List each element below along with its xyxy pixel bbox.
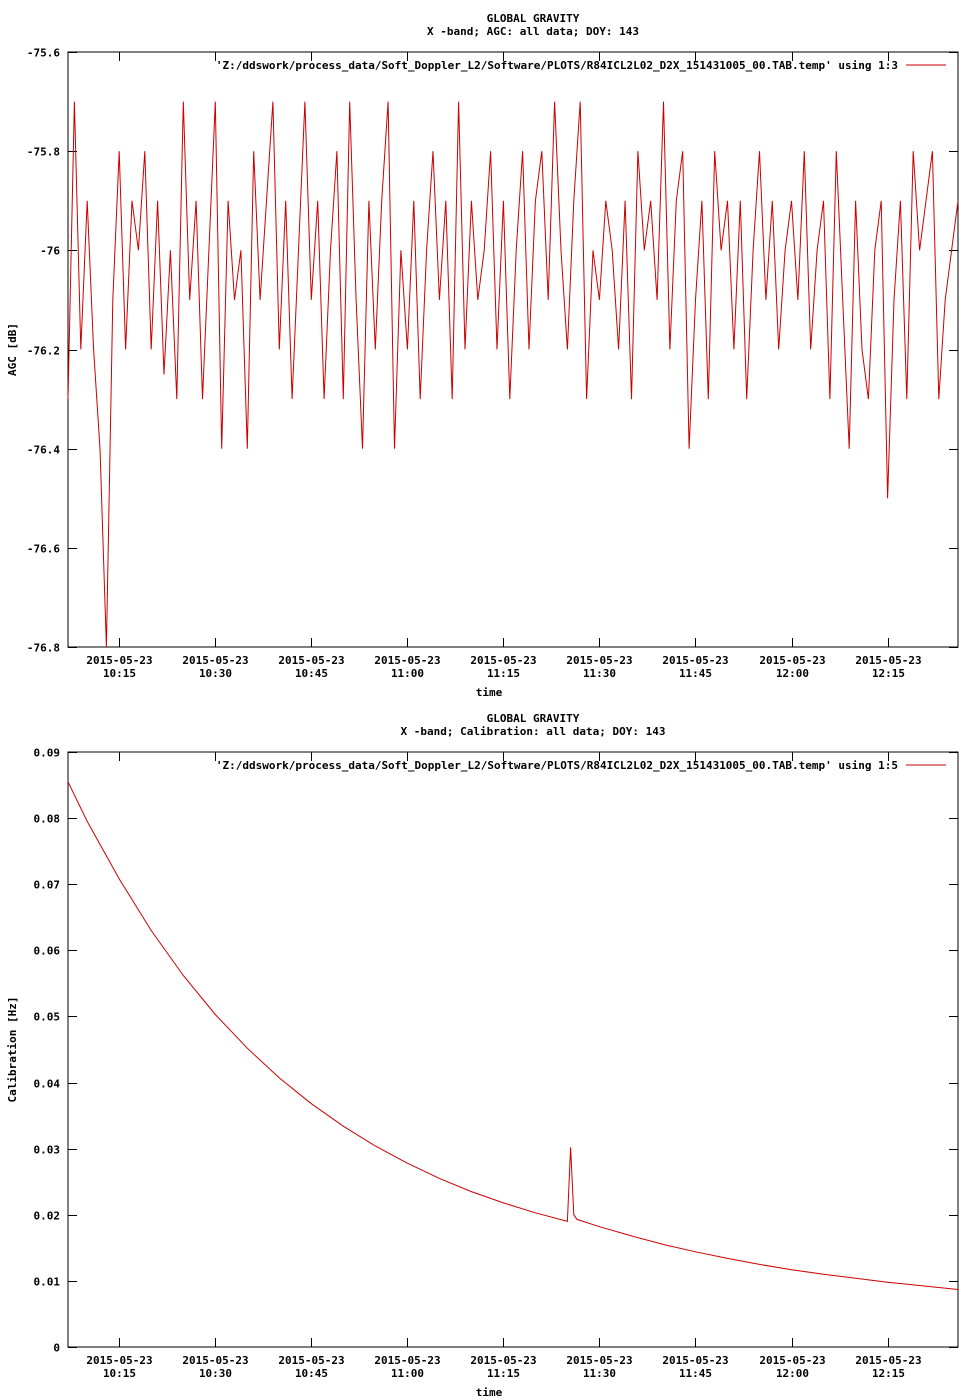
x-tick-time: 11:30 (583, 1367, 616, 1380)
x-axis-label: time (476, 1386, 503, 1399)
x-tick-date: 2015-05-23 (182, 1354, 248, 1367)
x-tick-date: 2015-05-23 (566, 1354, 632, 1367)
x-tick-date: 2015-05-23 (86, 654, 152, 667)
plot-frame (67, 51, 959, 648)
y-tick-label: 0.02 (34, 1210, 61, 1223)
series-line (67, 101, 959, 648)
x-tick-time: 11:45 (679, 667, 712, 680)
chart-subtitle: X -band; AGC: all data; DOY: 143 (427, 25, 639, 38)
x-tick-date: 2015-05-23 (182, 654, 248, 667)
y-tick-label: 0.03 (34, 1144, 61, 1157)
x-tick-date: 2015-05-23 (566, 654, 632, 667)
x-tick-time: 12:15 (872, 667, 905, 680)
y-tick-label: -75.6 (27, 47, 60, 60)
x-tick-date: 2015-05-23 (374, 654, 440, 667)
y-tick-label: 0.07 (34, 879, 61, 892)
y-tick-label: 0.04 (34, 1078, 61, 1091)
x-tick-date: 2015-05-23 (374, 1354, 440, 1367)
x-tick-date: 2015-05-23 (662, 654, 728, 667)
y-axis-label: AGC [dB] (6, 323, 19, 376)
x-tick-time: 10:15 (103, 1367, 136, 1380)
x-tick-date: 2015-05-23 (470, 654, 536, 667)
y-tick-label: -76 (40, 245, 60, 258)
y-tick-label: 0.05 (34, 1011, 61, 1024)
x-tick-date: 2015-05-23 (86, 1354, 152, 1367)
x-tick-date: 2015-05-23 (759, 1354, 825, 1367)
x-tick-time: 10:45 (295, 1367, 328, 1380)
x-tick-date: 2015-05-23 (278, 654, 344, 667)
plot-frame (67, 751, 959, 1348)
legend-label: 'Z:/ddswork/process_data/Soft_Doppler_L2… (216, 59, 898, 72)
x-tick-date: 2015-05-23 (855, 1354, 921, 1367)
x-tick-time: 11:15 (487, 667, 520, 680)
y-tick-label: 0.09 (34, 747, 61, 760)
chart-subtitle: X -band; Calibration: all data; DOY: 143 (401, 725, 666, 738)
x-tick-time: 11:00 (391, 1367, 424, 1380)
y-tick-label: 0 (53, 1342, 60, 1355)
x-tick-date: 2015-05-23 (855, 654, 921, 667)
y-tick-label: -76.4 (27, 444, 60, 457)
y-tick-label: -76.2 (27, 345, 60, 358)
y-tick-label: 0.01 (34, 1276, 61, 1289)
x-tick-time: 12:00 (776, 667, 809, 680)
x-tick-time: 10:45 (295, 667, 328, 680)
y-tick-label: -75.8 (27, 146, 60, 159)
x-tick-date: 2015-05-23 (470, 1354, 536, 1367)
x-tick-time: 10:15 (103, 667, 136, 680)
x-tick-time: 12:00 (776, 1367, 809, 1380)
x-tick-time: 12:15 (872, 1367, 905, 1380)
x-axis-label: time (476, 686, 503, 699)
x-tick-time: 10:30 (199, 667, 232, 680)
legend-label: 'Z:/ddswork/process_data/Soft_Doppler_L2… (216, 759, 898, 772)
y-tick-label: 0.06 (34, 945, 61, 958)
x-tick-time: 11:00 (391, 667, 424, 680)
y-axis-label: Calibration [Hz] (6, 997, 19, 1103)
x-tick-time: 11:15 (487, 1367, 520, 1380)
x-tick-date: 2015-05-23 (759, 654, 825, 667)
series-line (67, 781, 959, 1290)
y-tick-label: -76.6 (27, 543, 60, 556)
x-tick-time: 11:30 (583, 667, 616, 680)
x-tick-date: 2015-05-23 (278, 1354, 344, 1367)
y-tick-label: -76.8 (27, 642, 60, 655)
x-tick-time: 10:30 (199, 1367, 232, 1380)
chart-title: GLOBAL GRAVITY (487, 12, 580, 25)
x-tick-time: 11:45 (679, 1367, 712, 1380)
chart-title: GLOBAL GRAVITY (487, 712, 580, 725)
x-tick-date: 2015-05-23 (662, 1354, 728, 1367)
y-tick-label: 0.08 (34, 813, 61, 826)
